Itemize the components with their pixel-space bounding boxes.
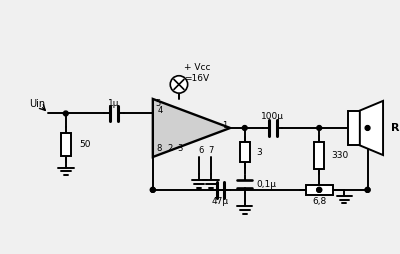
Text: + Vcc: + Vcc — [184, 63, 210, 72]
Text: 47µ: 47µ — [212, 197, 229, 206]
Text: 8: 8 — [157, 144, 162, 153]
Text: =16V: =16V — [184, 73, 209, 83]
Text: 1: 1 — [222, 121, 227, 130]
Circle shape — [365, 125, 370, 130]
Circle shape — [150, 187, 155, 192]
Polygon shape — [360, 101, 383, 155]
Text: Uin: Uin — [29, 99, 45, 109]
Circle shape — [317, 187, 322, 192]
Circle shape — [365, 187, 370, 192]
Circle shape — [63, 111, 68, 116]
Text: 3: 3 — [256, 148, 262, 157]
Bar — [314, 141, 324, 169]
Circle shape — [170, 76, 188, 93]
Text: 2: 2 — [167, 144, 172, 153]
Text: 4: 4 — [158, 106, 163, 115]
Text: 5: 5 — [155, 99, 160, 108]
Text: 3: 3 — [177, 144, 182, 153]
Bar — [348, 110, 360, 145]
Text: 330: 330 — [331, 151, 348, 160]
Circle shape — [317, 125, 322, 130]
Circle shape — [317, 187, 322, 192]
Bar — [240, 142, 250, 162]
Text: 1µ: 1µ — [108, 99, 120, 108]
Circle shape — [150, 187, 155, 192]
Text: 50: 50 — [79, 140, 91, 149]
Text: 7: 7 — [208, 146, 214, 155]
Text: 6: 6 — [198, 146, 204, 155]
Text: 0,1µ: 0,1µ — [256, 180, 276, 188]
Circle shape — [242, 125, 247, 130]
Polygon shape — [153, 99, 230, 157]
Bar — [306, 185, 333, 195]
Circle shape — [365, 187, 370, 192]
Text: 6,8: 6,8 — [312, 197, 326, 206]
Text: 100µ: 100µ — [261, 112, 284, 121]
Bar — [61, 133, 71, 156]
Text: Rₗ: Rₗ — [391, 123, 400, 133]
